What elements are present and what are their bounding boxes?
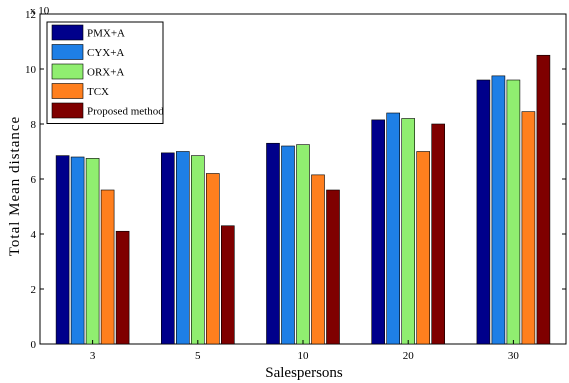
bar-orx-a-10 [296, 144, 310, 345]
y-axis-ticks: 0 2 4 6 8 10 12 [25, 9, 566, 351]
legend-label: PMX+A [87, 28, 125, 40]
legend-swatch [51, 102, 84, 119]
legend-label: CYX+A [87, 47, 124, 59]
bar-tcx-30 [521, 111, 536, 345]
x-tick-label: 10 [298, 350, 310, 362]
legend-label: TCX [87, 86, 109, 98]
bar-cyx-a-30 [491, 75, 506, 345]
bar-tcx-10 [311, 174, 325, 345]
bar-cyx-a-20 [386, 112, 401, 345]
legend-swatch [51, 24, 84, 41]
bar-orx-a-5 [191, 155, 205, 345]
legend-label: ORX+A [87, 67, 124, 79]
bar-cyx-a-5 [176, 151, 190, 345]
bar-pmx-a-5 [161, 152, 175, 345]
x-axis-label: Salespersons [265, 365, 343, 381]
x-tick-label: 5 [195, 350, 201, 362]
bar-proposed-method-5 [221, 225, 235, 345]
y-axis-label: Total Mean distance [7, 116, 23, 256]
x-tick-label: 20 [403, 350, 415, 362]
bar-pmx-a-10 [266, 142, 280, 345]
bar-orx-a-20 [401, 118, 416, 345]
legend-swatch [51, 44, 84, 60]
bar-orx-a-30 [506, 79, 521, 345]
bar-pmx-a-3 [55, 155, 70, 345]
x-tick-label: 30 [508, 350, 520, 362]
y-tick-label: 4 [31, 229, 37, 241]
legend-swatch [51, 63, 84, 80]
y-axis-exponent: x 10 [30, 5, 50, 17]
y-tick-label: 12 [25, 9, 36, 21]
y-tick-label: 8 [31, 119, 37, 131]
x-tick-label: 3 [90, 350, 96, 362]
bar-tcx-5 [206, 173, 220, 345]
bar-proposed-method-10 [326, 189, 340, 345]
y-tick-label: 2 [31, 284, 37, 296]
legend-label: Proposed method [87, 106, 164, 118]
bar-cyx-a-10 [281, 145, 295, 345]
legend-swatch [51, 83, 84, 99]
y-tick-label: 6 [31, 174, 37, 186]
bars [55, 54, 551, 345]
bar-proposed-method-3 [115, 230, 130, 345]
y-tick-label: 10 [25, 64, 37, 76]
bar-tcx-20 [416, 151, 431, 345]
legend: PMX+A CYX+A ORX+A TCX Proposed method [46, 21, 164, 124]
bar-proposed-method-30 [536, 54, 551, 345]
x-axis-ticks: 3 5 10 20 30 [90, 340, 520, 362]
bar-proposed-method-20 [431, 123, 446, 345]
bar-cyx-a-3 [70, 156, 85, 345]
bar-pmx-a-30 [476, 79, 491, 345]
bar-tcx-3 [100, 189, 115, 345]
bar-pmx-a-20 [371, 119, 386, 345]
y-tick-label: 0 [31, 339, 37, 351]
bar-orx-a-3 [85, 158, 100, 345]
